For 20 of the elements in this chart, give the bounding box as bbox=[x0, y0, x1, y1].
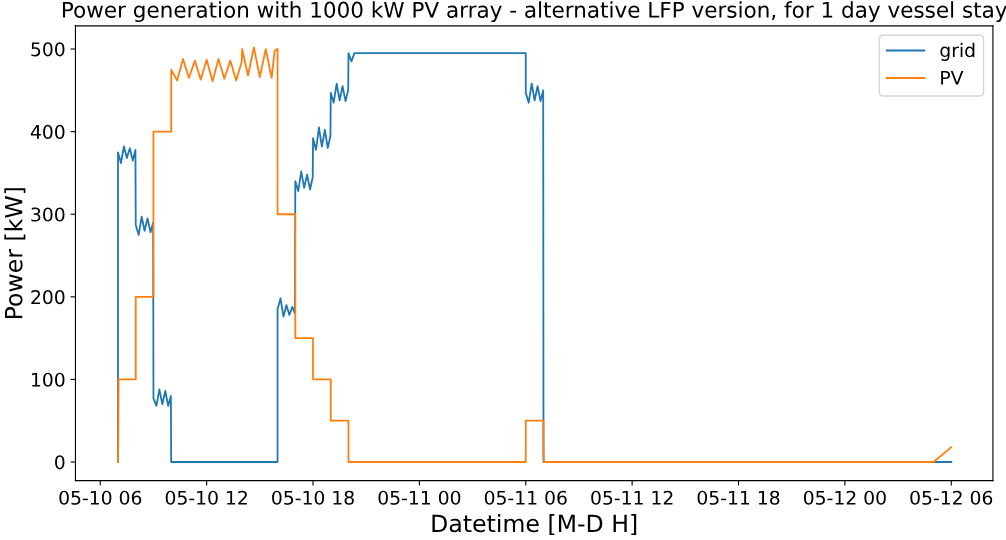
x-axis-title: Datetime [M-D H] bbox=[432, 514, 637, 536]
y-axis-title: Power [kW] bbox=[4, 188, 26, 319]
x-tick-label: 05-10 12 bbox=[165, 490, 247, 505]
x-tick-label: 05-11 18 bbox=[697, 490, 780, 505]
y-tick-label: 500 bbox=[31, 42, 65, 57]
legend-label: PV bbox=[941, 70, 964, 85]
x-tick-label: 05-12 06 bbox=[910, 490, 993, 505]
x-tick-label: 05-12 00 bbox=[803, 490, 886, 505]
legend-label: grid bbox=[940, 42, 975, 61]
y-tick-label: 200 bbox=[31, 290, 65, 305]
y-tick-label: 400 bbox=[30, 124, 65, 140]
chart-title: Power generation with 1000 kW PV array - alternative LFP version, for 1 day vessel stay bbox=[62, 1, 1006, 23]
x-tick-label: 05-11 00 bbox=[378, 490, 461, 505]
x-tick-label: 05-11 12 bbox=[591, 490, 673, 505]
x-tick-label: 05-10 06 bbox=[59, 490, 142, 505]
y-tick-label: 0 bbox=[55, 455, 65, 470]
x-tick-label: 05-11 06 bbox=[484, 490, 567, 505]
y-tick-label: 100 bbox=[32, 372, 65, 387]
y-tick-label: 300 bbox=[31, 207, 65, 222]
x-tick-label: 05-10 18 bbox=[272, 490, 354, 505]
